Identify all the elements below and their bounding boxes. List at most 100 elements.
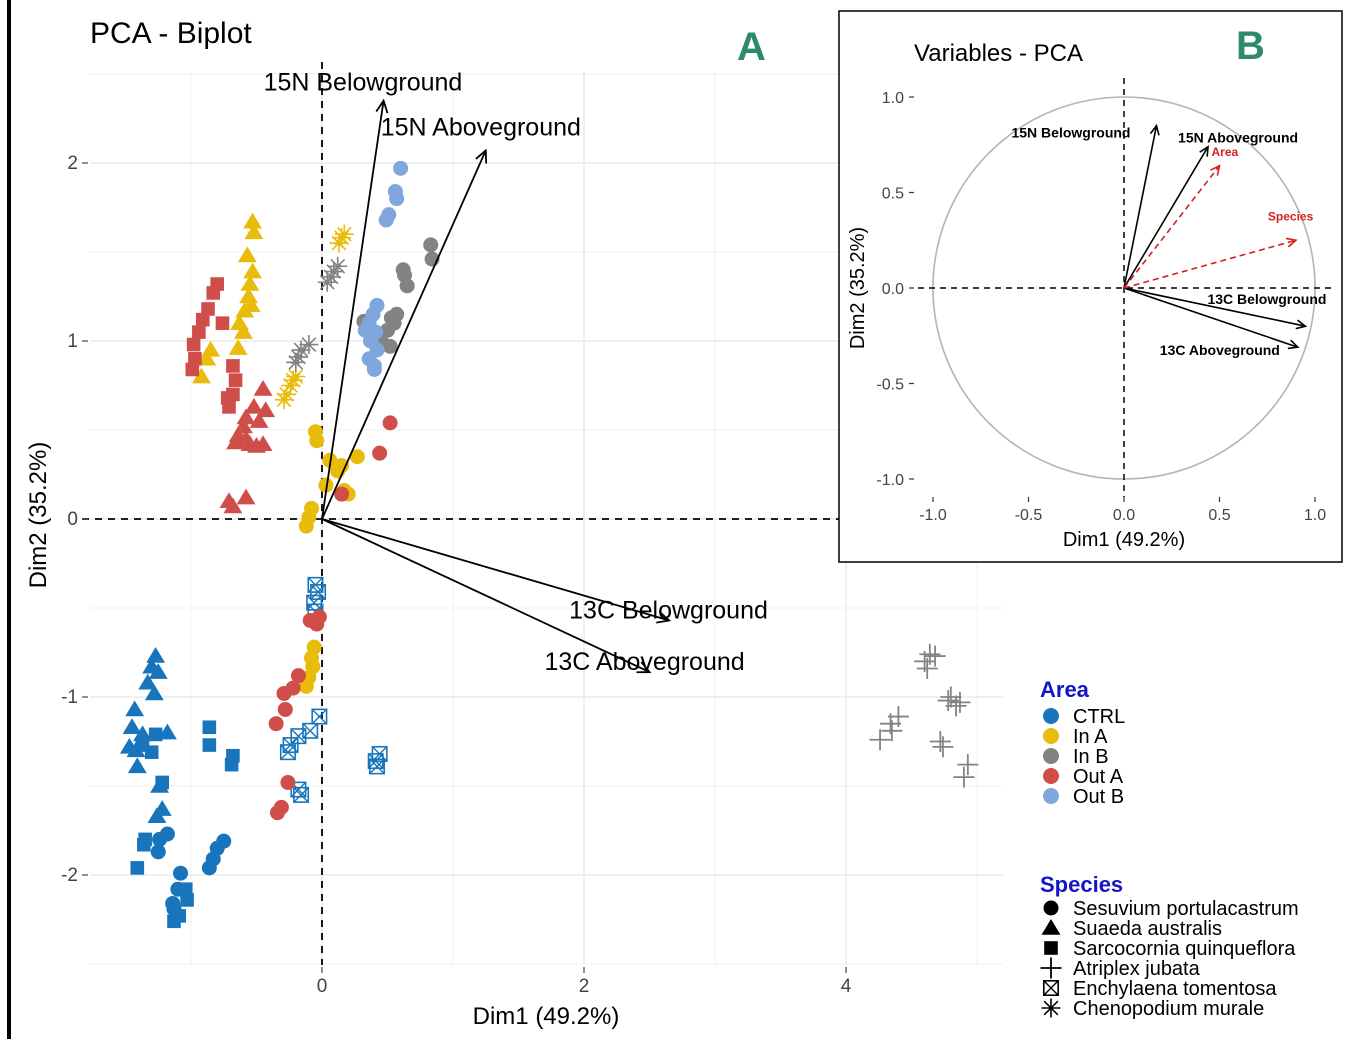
data-point — [298, 518, 314, 534]
data-point — [185, 362, 200, 377]
data-point — [309, 433, 325, 449]
data-point — [389, 191, 405, 207]
data-point — [144, 745, 159, 759]
biplot-vector-label: 13C Aboveground — [545, 648, 745, 676]
data-point — [916, 658, 938, 680]
biplot-panel-letter: A — [737, 25, 766, 69]
inset-x-tick-label: 0.5 — [1208, 507, 1230, 524]
data-point — [224, 757, 239, 772]
data-point — [276, 685, 292, 701]
data-point — [881, 720, 903, 742]
x-tick-label: 2 — [579, 976, 590, 997]
data-point — [137, 837, 151, 852]
data-point — [253, 380, 273, 396]
biplot-vector-arrow — [321, 148, 488, 520]
legend-area-title: Area — [1040, 677, 1090, 702]
data-point — [150, 844, 166, 860]
data-point — [240, 275, 260, 291]
legend-species-key — [1043, 979, 1060, 996]
inset-y-tick-label: -1.0 — [876, 472, 904, 489]
data-point — [192, 367, 211, 384]
data-point — [166, 901, 182, 917]
data-point — [919, 643, 941, 665]
data-point — [940, 686, 962, 708]
data-point — [146, 647, 166, 663]
data-point — [226, 433, 245, 450]
data-point — [256, 401, 276, 418]
inset-x-tick-label: 1.0 — [1304, 507, 1326, 524]
biplot-vector-arrow — [321, 518, 672, 624]
inset-y-tick-label: 0.5 — [882, 186, 904, 203]
data-point — [334, 458, 350, 474]
legend-species-key — [1041, 998, 1061, 1018]
data-point — [226, 359, 240, 373]
y-tick-label: 0 — [67, 509, 78, 530]
inset-vector-arrow — [1123, 164, 1221, 289]
data-point — [244, 223, 264, 240]
data-point — [186, 337, 201, 352]
data-point — [210, 277, 224, 291]
legend-species-key — [1040, 957, 1062, 979]
data-point — [130, 861, 145, 875]
inset-vector-arrow — [1123, 287, 1300, 350]
data-point — [949, 691, 971, 713]
legend-area-label: Out B — [1073, 786, 1124, 808]
variables-x-axis-label: Dim1 (49.2%) — [1063, 529, 1185, 551]
data-point — [170, 881, 186, 897]
inset-vector-arrow — [1123, 123, 1160, 289]
inset-vector-label: 13C Aboveground — [1160, 342, 1280, 358]
data-point — [236, 408, 256, 425]
biplot-vector-label: 15N Belowground — [264, 69, 463, 97]
data-point — [188, 352, 202, 366]
biplot-points — [119, 160, 979, 929]
biplot-axes: -2 -1 0 1 2 0 2 4 — [61, 62, 852, 997]
data-point — [138, 673, 158, 690]
inset-x-tick-label: -0.5 — [1015, 507, 1043, 524]
biplot-vector-arrow — [321, 518, 652, 674]
variables-y-axis-label: Dim2 (35.2%) — [847, 227, 869, 349]
data-point — [236, 488, 256, 505]
legend-area-key — [1043, 708, 1059, 724]
data-point — [228, 339, 248, 355]
data-point — [283, 370, 303, 390]
data-point — [201, 302, 215, 316]
x-tick-label: 4 — [841, 976, 852, 997]
data-point — [180, 893, 194, 907]
data-point — [393, 160, 409, 176]
left-border-strip — [7, 0, 11, 1039]
biplot-vector-label: 13C Belowground — [569, 596, 768, 624]
data-point — [202, 738, 217, 752]
data-point — [299, 335, 319, 355]
legend-area-label: In B — [1073, 746, 1109, 768]
inset-vector-label: 13C Belowground — [1207, 291, 1326, 307]
legend-area-key — [1043, 788, 1059, 804]
data-point — [152, 831, 168, 847]
biplot-vector-arrow — [321, 98, 389, 520]
legend-species-label: Sesuvium portulacastrum — [1073, 898, 1299, 920]
legend-species-key — [1044, 941, 1058, 955]
data-point — [953, 766, 975, 788]
data-point — [382, 415, 398, 431]
data-point — [220, 391, 235, 405]
inset-frame — [838, 10, 1343, 563]
data-point — [277, 701, 293, 717]
data-point — [369, 758, 386, 775]
data-point — [201, 340, 221, 357]
inset-x-tick-label: -1.0 — [919, 507, 947, 524]
data-point — [311, 708, 328, 725]
legend-species-title: Species — [1040, 872, 1123, 897]
data-point — [197, 349, 217, 366]
legend-species-label: Enchylaena tomentosa — [1073, 978, 1277, 1000]
legend-area-key — [1043, 748, 1059, 764]
data-point — [122, 718, 142, 735]
data-point — [372, 445, 388, 461]
inset-y-tick-label: 1.0 — [882, 90, 904, 107]
data-point — [157, 723, 177, 740]
legend-area-label: Out A — [1073, 766, 1124, 788]
data-point — [293, 786, 310, 803]
y-tick-label: -2 — [61, 865, 78, 886]
data-point — [334, 486, 350, 502]
